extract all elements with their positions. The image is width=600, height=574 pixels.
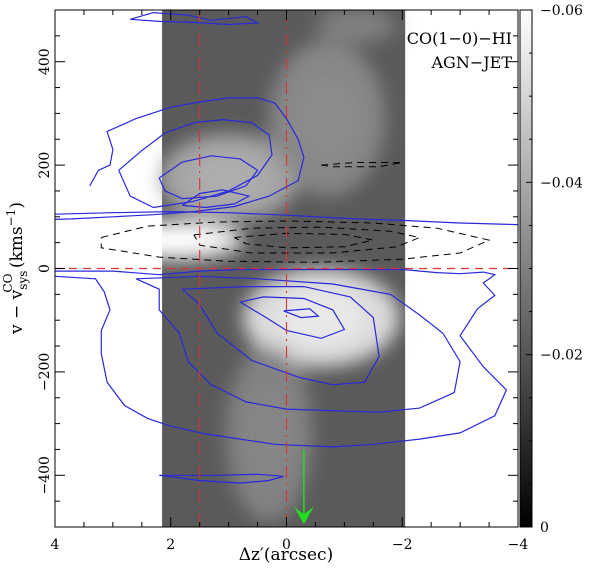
- blue-contour-1: [118, 118, 273, 209]
- blue-contour-5: [135, 275, 461, 413]
- x-tick-label: −2: [392, 537, 413, 553]
- reference-lines: [55, 10, 518, 527]
- arrow-head: [293, 506, 314, 525]
- x-tick-label: 0: [282, 537, 291, 553]
- blue-contour-group: [55, 11, 518, 484]
- blue-contour-9: [159, 473, 284, 484]
- black-dashed-contour-1: [193, 226, 422, 254]
- green-arrow: [293, 449, 314, 525]
- emission-core-2: [190, 153, 267, 203]
- blue-contour-8: [283, 308, 320, 319]
- x-tick-label: 4: [51, 537, 60, 553]
- y-axis-title-main: v − v: [7, 289, 27, 335]
- black-dashed-contour-group: [100, 162, 491, 263]
- y-tick-label: 200: [37, 152, 53, 179]
- annotation-line-2: AGN−JET: [430, 53, 512, 72]
- y-tick-label: −400: [37, 456, 53, 494]
- blue-contour-0: [55, 97, 305, 220]
- emission-core-1: [278, 290, 365, 345]
- black-dashed-contour-2: [234, 232, 374, 249]
- y-tick-label: 400: [37, 48, 53, 75]
- blue-contour-7: [239, 296, 346, 339]
- x-axis-title: Δz′(arcsec): [239, 545, 333, 565]
- colorbar-tick-label: 0: [540, 520, 549, 536]
- y-axis-title: v − vsysCO (kms−1): [1, 202, 30, 335]
- annotation-line-1: CO(1−0)−HI: [407, 29, 512, 48]
- colorbar-ticks: −0.06 −0.04 −0.02 0: [526, 3, 583, 536]
- emission-core-3: [295, 75, 359, 162]
- y-axis-title-sub: sys: [16, 271, 30, 290]
- black-dashed-contour-0: [100, 220, 491, 263]
- axis-ticks: 4 2 0 −2 −4 400 200 0 −200 −400: [37, 9, 529, 553]
- blue-contour-3: [181, 189, 251, 209]
- black-dashed-contour-3: [321, 162, 403, 168]
- emission-core-4: [245, 385, 294, 483]
- emission-core-0: [139, 229, 214, 251]
- emission-core-5: [333, 15, 379, 36]
- blue-contour-6: [181, 286, 380, 386]
- colorbar-tick-label: −0.06: [540, 3, 583, 19]
- blue-contour-4: [55, 268, 508, 448]
- colorbar-tick-label: −0.04: [540, 175, 583, 191]
- y-axis-title-sup: CO: [1, 273, 15, 292]
- blue-contour-2: [158, 155, 259, 200]
- x-tick-label: 2: [166, 537, 175, 553]
- y-tick-label: −200: [37, 353, 53, 391]
- y-axis-title-unit-exp: −1: [4, 209, 18, 227]
- x-tick-label: −4: [508, 537, 529, 553]
- emission-blobs: [109, 10, 400, 522]
- y-axis-title-unit: (kms: [7, 226, 27, 273]
- colorbar-tick-label: −0.02: [540, 348, 583, 364]
- y-axis-title-unit-close: ): [7, 202, 27, 209]
- blue-contour-11: [55, 210, 518, 226]
- y-tick-label: 0: [37, 264, 53, 273]
